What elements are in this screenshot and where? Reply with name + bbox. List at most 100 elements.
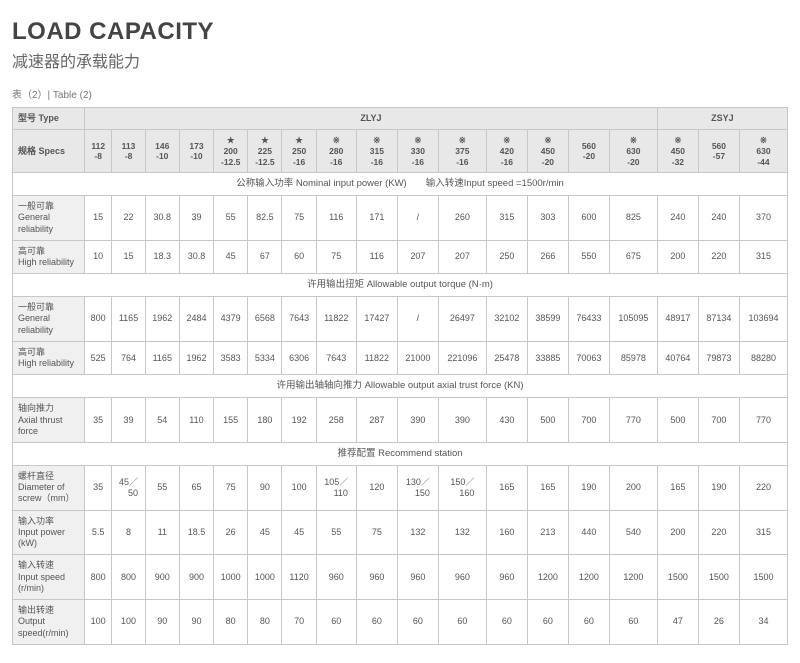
data-cell: 76433 (568, 297, 609, 342)
data-cell: 180 (248, 398, 282, 443)
data-cell: 200 (657, 510, 698, 555)
data-cell: 220 (739, 465, 787, 510)
section-title: 公称输入功率 Nominal input power (KW) 输入转速Inpu… (13, 173, 788, 196)
data-cell: 1962 (145, 297, 179, 342)
row-label: 高可靠 High reliability (13, 240, 85, 274)
table-label: 表（2）| Table (2) (12, 86, 788, 101)
data-cell: 800 (85, 555, 112, 600)
data-cell: 75 (282, 196, 316, 241)
data-cell: 240 (657, 196, 698, 241)
data-cell: 550 (568, 240, 609, 274)
data-cell: 800 (112, 555, 145, 600)
row-label: 一般可靠 General reliability (13, 297, 85, 342)
data-cell: 18.5 (179, 510, 213, 555)
spec-col: ※ 375 -16 (438, 130, 486, 173)
spec-col: ※ 630 -44 (739, 130, 787, 173)
spec-col: ※ 450 -32 (657, 130, 698, 173)
row-label: 一般可靠 General reliability (13, 196, 85, 241)
data-cell: 132 (438, 510, 486, 555)
row-label: 高可靠 High reliability (13, 341, 85, 375)
data-cell: 15 (112, 240, 145, 274)
data-cell: 80 (248, 600, 282, 645)
data-cell: 1500 (698, 555, 739, 600)
data-cell: 700 (568, 398, 609, 443)
data-cell: 1200 (609, 555, 657, 600)
spec-col: ★ 225 -12.5 (248, 130, 282, 173)
row-label: 输入转速 Input speed (r/min) (13, 555, 85, 600)
data-cell: 6568 (248, 297, 282, 342)
data-cell: 60 (356, 600, 397, 645)
data-cell: 160 (486, 510, 527, 555)
data-cell: 190 (568, 465, 609, 510)
data-cell: 430 (486, 398, 527, 443)
specs-header: 规格 Specs (13, 130, 85, 173)
data-cell: 220 (698, 240, 739, 274)
data-cell: 82.5 (248, 196, 282, 241)
data-cell: 675 (609, 240, 657, 274)
data-cell: 45 (214, 240, 248, 274)
data-cell: 65 (179, 465, 213, 510)
data-cell: 79873 (698, 341, 739, 375)
group-zlyj: ZLYJ (85, 108, 658, 130)
data-cell: 88280 (739, 341, 787, 375)
data-cell: 100 (85, 600, 112, 645)
data-cell: 47 (657, 600, 698, 645)
data-cell: 2484 (179, 297, 213, 342)
data-cell: 540 (609, 510, 657, 555)
data-cell: 200 (609, 465, 657, 510)
spec-col: ※ 450 -20 (527, 130, 568, 173)
data-cell: 75 (316, 240, 356, 274)
data-cell: 100 (112, 600, 145, 645)
data-cell: 221096 (438, 341, 486, 375)
data-cell: 200 (657, 240, 698, 274)
data-cell: 213 (527, 510, 568, 555)
data-cell: 5334 (248, 341, 282, 375)
data-cell: 250 (486, 240, 527, 274)
data-cell: 60 (282, 240, 316, 274)
data-cell: 1500 (657, 555, 698, 600)
data-cell: 770 (739, 398, 787, 443)
data-cell: 60 (568, 600, 609, 645)
data-cell: 60 (609, 600, 657, 645)
data-cell: / (397, 196, 438, 241)
section-title: 许用输出轴轴向推力 Allowable output axial trust f… (13, 375, 788, 398)
data-cell: 4379 (214, 297, 248, 342)
data-cell: 190 (698, 465, 739, 510)
data-cell: 87134 (698, 297, 739, 342)
data-cell: 54 (145, 398, 179, 443)
data-cell: 85978 (609, 341, 657, 375)
spec-col: ※ 315 -16 (356, 130, 397, 173)
data-cell: 764 (112, 341, 145, 375)
data-cell: 960 (486, 555, 527, 600)
data-cell: 240 (698, 196, 739, 241)
data-cell: 80 (214, 600, 248, 645)
data-cell: 165 (486, 465, 527, 510)
data-cell: 34 (739, 600, 787, 645)
data-cell: 30.8 (145, 196, 179, 241)
data-cell: 287 (356, 398, 397, 443)
data-cell: 390 (438, 398, 486, 443)
data-cell: 110 (179, 398, 213, 443)
data-cell: 105095 (609, 297, 657, 342)
data-cell: 75 (214, 465, 248, 510)
load-capacity-table: 型号 TypeZLYJZSYJ规格 Specs112 -8113 -8146 -… (12, 107, 788, 645)
row-label: 输入功率 Input power (kW) (13, 510, 85, 555)
group-zsyj: ZSYJ (657, 108, 787, 130)
data-cell: 525 (85, 341, 112, 375)
data-cell: 17427 (356, 297, 397, 342)
spec-col: 146 -10 (145, 130, 179, 173)
data-cell: 39 (179, 196, 213, 241)
data-cell: 5.5 (85, 510, 112, 555)
data-cell: 171 (356, 196, 397, 241)
spec-col: ※ 280 -16 (316, 130, 356, 173)
spec-col: 173 -10 (179, 130, 213, 173)
data-cell: 60 (486, 600, 527, 645)
data-cell: 22 (112, 196, 145, 241)
page-title: LOAD CAPACITY (12, 18, 788, 46)
data-cell: 1120 (282, 555, 316, 600)
data-cell: 60 (438, 600, 486, 645)
data-cell: 315 (739, 510, 787, 555)
data-cell: 207 (438, 240, 486, 274)
data-cell: 960 (397, 555, 438, 600)
data-cell: 900 (179, 555, 213, 600)
